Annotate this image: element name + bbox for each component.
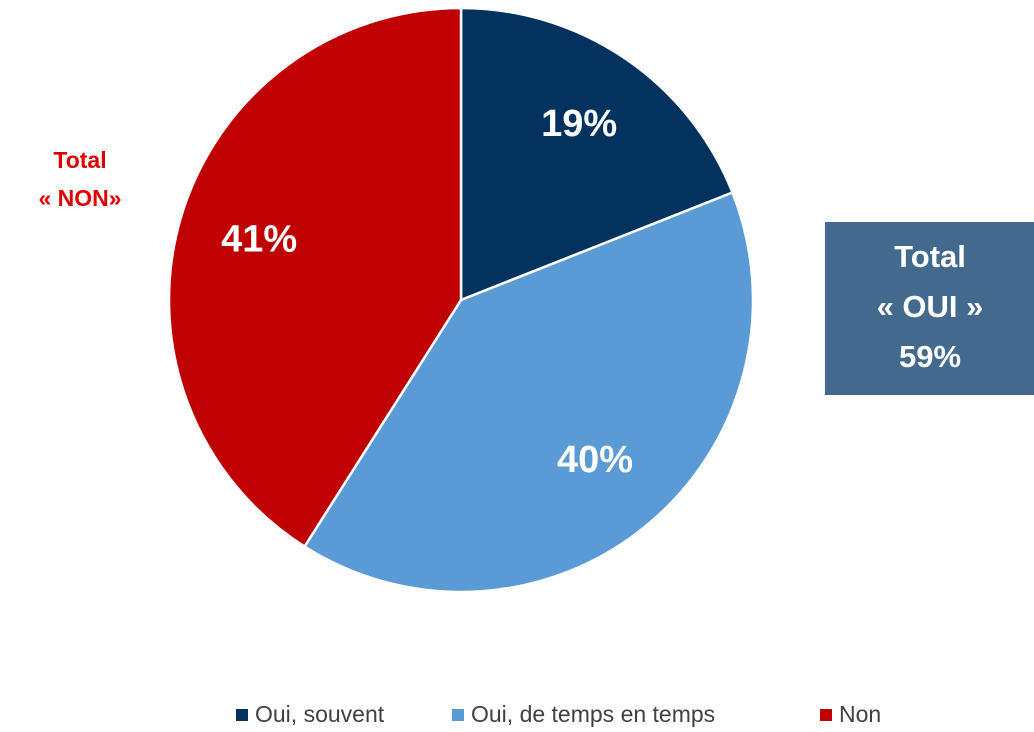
pie-slice <box>302 190 755 594</box>
annotation-text: « OUI » <box>877 289 984 324</box>
annotation-text: Total <box>53 147 106 173</box>
legend-label: Oui, de temps en temps <box>471 701 715 727</box>
data-label: 40% <box>557 439 633 481</box>
legend-label: Non <box>839 701 881 727</box>
pie-slice <box>167 6 463 549</box>
annotation-text: « NON» <box>38 185 121 211</box>
legend-swatch <box>820 709 832 721</box>
annotation-box <box>825 222 1034 395</box>
legend-swatch <box>452 709 464 721</box>
legend-swatch <box>236 709 248 721</box>
legend-label: Oui, souvent <box>255 701 385 727</box>
data-label: 19% <box>541 103 617 145</box>
pie-slice <box>459 6 735 302</box>
data-label: 41% <box>221 218 297 260</box>
annotation-text: 59% <box>899 339 961 374</box>
annotation-text: Total <box>894 239 966 274</box>
